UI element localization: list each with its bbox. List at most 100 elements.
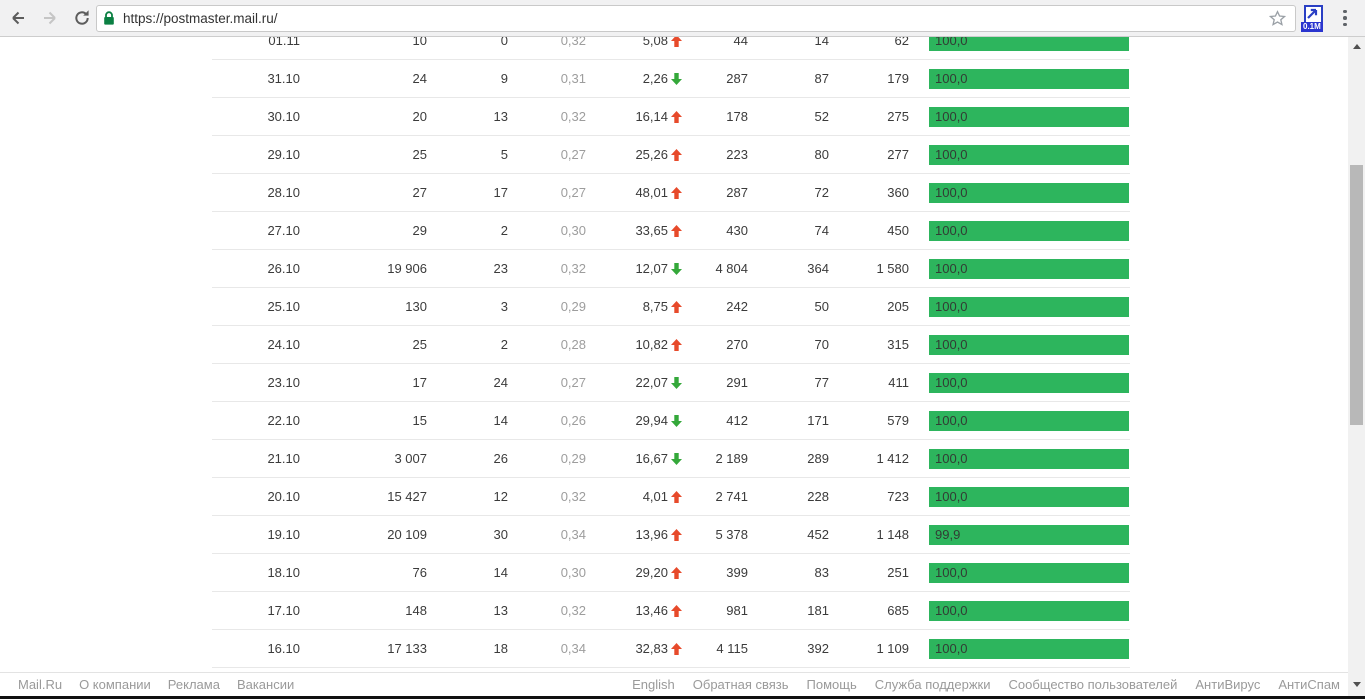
cell-rate: 0,27 (560, 147, 586, 162)
trend-up-icon (671, 528, 682, 541)
star-icon (1268, 10, 1286, 26)
delivery-bar: 100,0 (929, 258, 1129, 279)
extension-badge: 0.1M (1301, 22, 1323, 32)
omnibox[interactable]: https://postmaster.mail.ru/ (96, 5, 1296, 32)
change-value: 2,26 (642, 71, 668, 86)
table-row: 27.10 29 2 0,30 33,65 430 74 450 100,0 (212, 212, 1130, 250)
cell-rate: 0,34 (560, 527, 586, 542)
change-value: 29,20 (635, 565, 668, 580)
scroll-down-button[interactable] (1348, 677, 1365, 692)
footer-link[interactable]: АнтиСпам (1278, 677, 1340, 692)
cell-rate: 0,26 (560, 413, 586, 428)
cell-emails: 20 (412, 109, 427, 124)
cell-clicks: 72 (814, 185, 829, 200)
footer-link[interactable]: Mail.Ru (18, 677, 63, 692)
delivery-value: 100,0 (935, 108, 968, 124)
trend-down-icon (671, 414, 682, 427)
cell-rate: 0,31 (560, 71, 586, 86)
delivery-bar: 100,0 (929, 68, 1129, 89)
cell-change: 16,14 (586, 98, 682, 135)
trend-down-icon (671, 262, 682, 275)
trend-up-icon (671, 604, 682, 617)
https-lock-icon (104, 11, 114, 25)
cell-reads: 579 (887, 413, 909, 428)
cell-rate: 0,32 (560, 37, 586, 48)
delivery-bar: 100,0 (929, 220, 1129, 241)
change-value: 16,14 (635, 109, 668, 124)
trend-up-icon (671, 642, 682, 655)
cell-date: 24.10 (267, 337, 300, 352)
trend-up-icon (671, 224, 682, 237)
cell-opens: 430 (726, 223, 748, 238)
cell-delivery: 100,0 (909, 60, 1130, 97)
cell-complaints: 12 (493, 489, 508, 504)
footer-link[interactable]: Вакансии (236, 677, 295, 692)
scrollbar[interactable] (1348, 37, 1365, 696)
change-value: 16,67 (635, 451, 668, 466)
cell-emails: 20 109 (387, 527, 427, 542)
cell-complaints: 13 (493, 603, 508, 618)
table-row: 30.10 20 13 0,32 16,14 178 52 275 100,0 (212, 98, 1130, 136)
cell-clicks: 50 (814, 299, 829, 314)
cell-complaints: 0 (500, 37, 508, 48)
footer-link[interactable]: АнтиВирус (1195, 677, 1261, 692)
cell-emails: 17 (412, 375, 427, 390)
reload-button[interactable] (68, 4, 96, 32)
cell-clicks: 452 (807, 527, 829, 542)
cell-date: 18.10 (267, 565, 300, 580)
delivery-value: 100,0 (935, 184, 968, 200)
cell-emails: 148 (405, 603, 427, 618)
extension-button[interactable]: 0.1M (1301, 4, 1325, 32)
cell-change: 29,20 (586, 554, 682, 591)
browser-menu-button[interactable] (1333, 6, 1357, 30)
cell-change: 25,26 (586, 136, 682, 173)
delivery-value: 100,0 (935, 374, 968, 390)
table-row: 22.10 15 14 0,26 29,94 412 171 579 100,0 (212, 402, 1130, 440)
cell-change: 48,01 (586, 174, 682, 211)
cell-complaints: 2 (500, 223, 508, 238)
change-value: 29,94 (635, 413, 668, 428)
delivery-bar: 100,0 (929, 37, 1129, 51)
scroll-up-button[interactable] (1348, 39, 1365, 54)
trend-up-icon (671, 300, 682, 313)
cell-emails: 29 (412, 223, 427, 238)
delivery-bar: 100,0 (929, 296, 1129, 317)
scroll-thumb[interactable] (1350, 165, 1363, 425)
footer-link[interactable]: English (632, 677, 675, 692)
url-text[interactable]: https://postmaster.mail.ru/ (123, 11, 278, 26)
table-row: 01.11 10 0 0,32 5,08 44 14 62 100,0 (212, 37, 1130, 60)
footer-link[interactable]: О компании (79, 677, 151, 692)
table-row: 19.10 20 109 30 0,34 13,96 5 378 452 1 148 99,9 (212, 516, 1130, 554)
cell-emails: 15 427 (387, 489, 427, 504)
trend-up-icon (671, 148, 682, 161)
cell-emails: 25 (412, 337, 427, 352)
cell-opens: 44 (733, 37, 748, 48)
cell-complaints: 13 (493, 109, 508, 124)
footer-link[interactable]: Сообщество пользователей (1008, 677, 1178, 692)
cell-rate: 0,30 (560, 565, 586, 580)
cell-date: 01.11 (268, 37, 300, 48)
table-row: 26.10 19 906 23 0,32 12,07 4 804 364 1 580 100,0 (212, 250, 1130, 288)
footer-link[interactable]: Обратная связь (692, 677, 789, 692)
cell-reads: 251 (887, 565, 909, 580)
cell-complaints: 23 (493, 261, 508, 276)
bookmark-star-button[interactable] (1265, 7, 1289, 31)
cell-reads: 360 (887, 185, 909, 200)
delivery-bar: 100,0 (929, 372, 1129, 393)
cell-clicks: 392 (807, 641, 829, 656)
forward-button[interactable] (36, 4, 64, 32)
cell-date: 26.10 (267, 261, 300, 276)
delivery-value: 99,9 (935, 526, 961, 542)
back-button[interactable] (4, 4, 32, 32)
cell-date: 27.10 (267, 223, 300, 238)
footer-link[interactable]: Помощь (806, 677, 857, 692)
footer-link[interactable]: Служба поддержки (874, 677, 991, 692)
cell-clicks: 80 (814, 147, 829, 162)
footer-link[interactable]: Реклама (167, 677, 220, 692)
delivery-value: 100,0 (935, 222, 968, 238)
cell-opens: 2 741 (715, 489, 748, 504)
delivery-value: 100,0 (935, 146, 968, 162)
cell-change: 10,82 (586, 326, 682, 363)
cell-clicks: 289 (807, 451, 829, 466)
cell-delivery: 100,0 (909, 364, 1130, 401)
